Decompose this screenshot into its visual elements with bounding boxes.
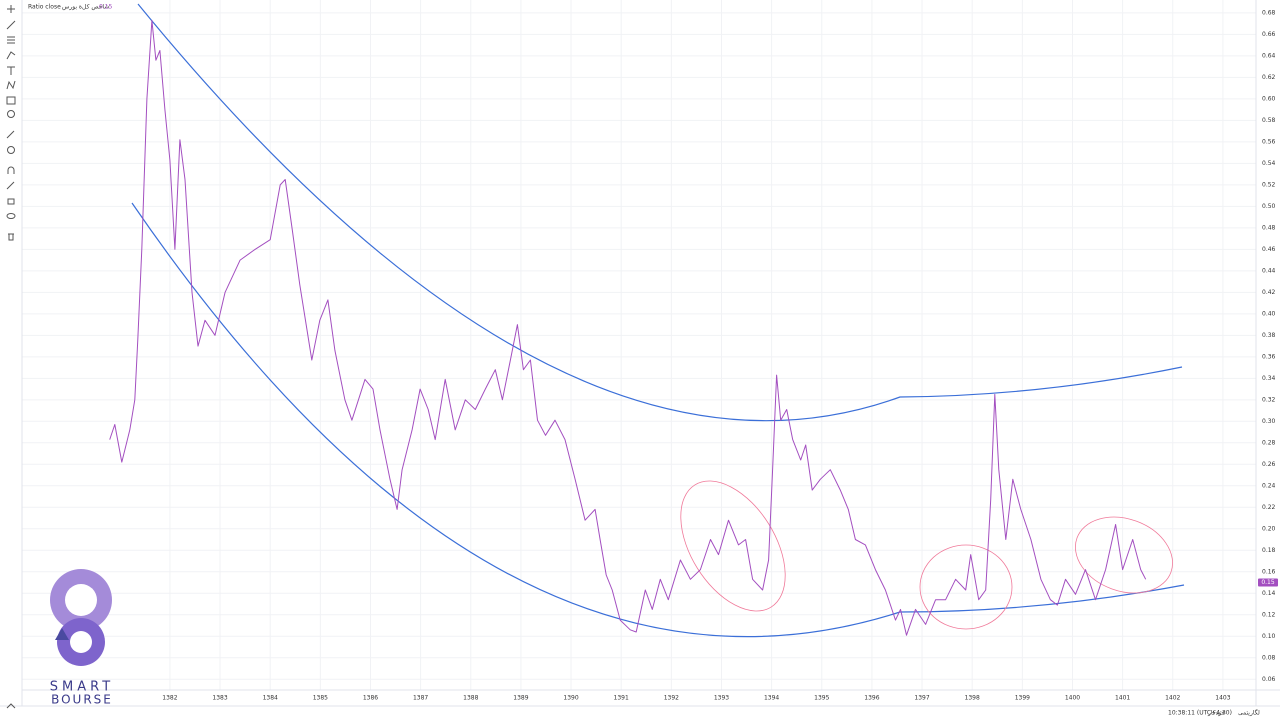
timezone: 10:38:11 (UTC+4:30) <box>1168 710 1232 717</box>
y-tick-label: 0.62 <box>1262 74 1276 81</box>
x-tick-label: 1403 <box>1215 695 1230 702</box>
delete-tool[interactable] <box>8 233 14 241</box>
y-tick-label: 0.30 <box>1262 418 1276 425</box>
y-tick-label: 0.44 <box>1262 267 1276 274</box>
y-tick-label: 0.58 <box>1262 117 1276 124</box>
magnet-tool[interactable] <box>7 166 15 174</box>
log-scale-toggle[interactable]: لگاریتمی <box>1238 709 1260 717</box>
x-tick-label: 1391 <box>614 695 629 702</box>
x-tick-label: 1382 <box>162 695 177 702</box>
logo-shape <box>65 584 97 616</box>
highlight-ellipse <box>919 544 1013 630</box>
ruler-tool[interactable] <box>6 130 15 139</box>
y-tick-label: 0.26 <box>1262 461 1276 468</box>
plot <box>109 19 1147 636</box>
y-tick-label: 0.22 <box>1262 504 1276 511</box>
crosshair-tool[interactable] <box>7 5 15 13</box>
trend-line-tool[interactable] <box>6 20 16 30</box>
zoom-tool[interactable] <box>7 146 15 154</box>
y-tick-label: 0.46 <box>1262 246 1276 253</box>
y-tick-label: 0.60 <box>1262 95 1276 102</box>
logo: SMART BOURSE <box>50 569 114 707</box>
y-tick-label: 0.28 <box>1262 439 1276 446</box>
y-tick-label: 0.06 <box>1262 676 1276 683</box>
x-tick-label: 1395 <box>814 695 829 702</box>
lower-trend-curve <box>131 202 1185 638</box>
y-tick-label: 0.34 <box>1262 375 1276 382</box>
x-tick-label: 1384 <box>263 695 278 702</box>
y-tick-label: 0.14 <box>1262 590 1276 597</box>
highlight-ellipse <box>680 480 786 612</box>
y-tick-label: 0.18 <box>1262 547 1276 554</box>
y-tick-label: 0.36 <box>1262 353 1276 360</box>
forecast-tool[interactable] <box>6 80 16 90</box>
y-tick-label: 0.42 <box>1262 289 1276 296</box>
y-tick-label: 0.56 <box>1262 138 1276 145</box>
legend-value: 0.15 <box>99 4 113 11</box>
x-tick-label: 1394 <box>764 695 779 702</box>
x-tick-label: 1383 <box>212 695 227 702</box>
measure-tool[interactable] <box>6 96 16 105</box>
y-tick-label: 0.12 <box>1262 611 1276 618</box>
y-tick-label: 0.48 <box>1262 224 1276 231</box>
y-tick-label: 0.38 <box>1262 332 1276 339</box>
x-tick-label: 1396 <box>864 695 879 702</box>
settings-tool[interactable] <box>6 703 16 709</box>
y-tick-label: 0.24 <box>1262 482 1276 489</box>
y-tick-label: 0.50 <box>1262 203 1276 210</box>
logo-text: BOURSE <box>51 693 113 707</box>
y-tick-label: 0.32 <box>1262 396 1276 403</box>
y-tick-label: 0.40 <box>1262 310 1276 317</box>
price-tag-label: 0.15 <box>1261 579 1275 586</box>
x-tick-label: 1401 <box>1115 695 1130 702</box>
x-tick-label: 1402 <box>1165 695 1180 702</box>
x-tick-label: 1387 <box>413 695 428 702</box>
icon-tool[interactable] <box>7 110 15 118</box>
x-tick-label: 1392 <box>664 695 679 702</box>
highlight-ellipse <box>1075 516 1173 594</box>
upper-trend-curve <box>137 3 1183 422</box>
x-tick-label: 1393 <box>714 695 729 702</box>
y-tick-label: 0.16 <box>1262 568 1276 575</box>
logo-text: SMART <box>50 680 114 695</box>
x-tick-label: 1397 <box>914 695 929 702</box>
grid <box>22 0 1256 690</box>
pattern-tool[interactable] <box>6 51 16 60</box>
auto-scale-toggle[interactable]: خودکار <box>1207 710 1225 717</box>
lock-tool[interactable] <box>7 198 15 205</box>
chart-subtitle: شاخص کل‌ة بورس <box>62 4 109 11</box>
x-tick-label: 1389 <box>513 695 528 702</box>
data-line <box>109 19 1147 636</box>
y-tick-label: 0.54 <box>1262 160 1276 167</box>
y-tick-label: 0.20 <box>1262 525 1276 532</box>
x-tick-label: 1400 <box>1065 695 1080 702</box>
chart-title: Ratio close <box>28 4 61 11</box>
draw-mode-tool[interactable] <box>6 181 15 190</box>
x-tick-label: 1385 <box>313 695 328 702</box>
toolbar <box>6 5 16 709</box>
x-tick-label: 1399 <box>1015 695 1030 702</box>
y-tick-label: 0.08 <box>1262 654 1276 661</box>
text-tool[interactable] <box>7 66 15 75</box>
x-tick-label: 1398 <box>965 695 980 702</box>
y-tick-label: 0.68 <box>1262 9 1276 16</box>
logo-arrow <box>55 628 69 640</box>
visibility-tool[interactable] <box>6 213 16 219</box>
y-tick-label: 0.10 <box>1262 633 1276 640</box>
y-tick-label: 0.66 <box>1262 31 1276 38</box>
x-tick-label: 1386 <box>363 695 378 702</box>
y-tick-label: 0.52 <box>1262 181 1276 188</box>
fib-tool[interactable] <box>7 36 15 44</box>
y-tick-label: 0.64 <box>1262 52 1276 59</box>
price-tag <box>1258 578 1278 587</box>
x-tick-label: 1390 <box>563 695 578 702</box>
logo-shape <box>70 631 92 653</box>
x-tick-label: 1388 <box>463 695 478 702</box>
